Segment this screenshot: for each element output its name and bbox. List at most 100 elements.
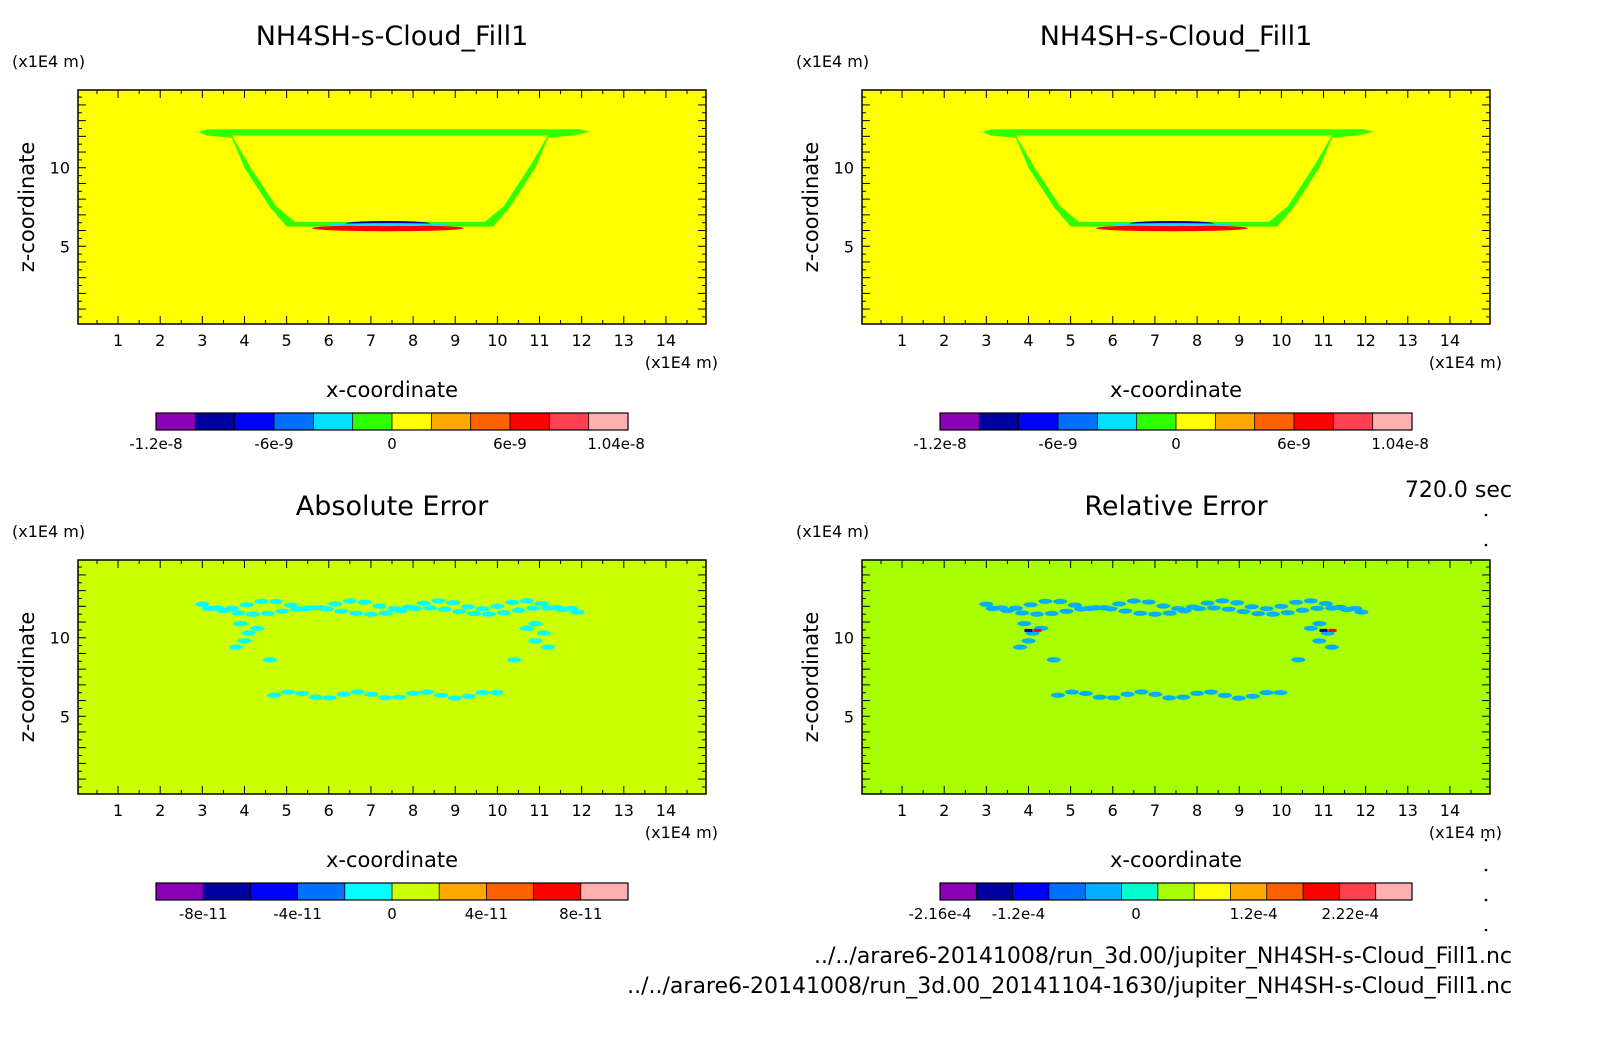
x-tick-label: 7 bbox=[366, 331, 376, 350]
x-tick-label: 6 bbox=[1108, 331, 1118, 350]
error-blob bbox=[1118, 608, 1133, 614]
x-tick-label: 4 bbox=[239, 801, 249, 820]
error-blob bbox=[334, 608, 349, 614]
error-blob bbox=[1303, 598, 1318, 604]
error-blob bbox=[233, 621, 248, 627]
colorbar-swatch bbox=[297, 883, 346, 900]
margin-dot bbox=[1484, 838, 1488, 842]
colorbar-swatch bbox=[313, 413, 354, 430]
error-blob bbox=[1147, 611, 1162, 617]
error-blob bbox=[1023, 602, 1038, 608]
panel-title: Absolute Error bbox=[296, 491, 489, 522]
error-blob bbox=[1289, 599, 1304, 605]
error-blob bbox=[489, 689, 504, 696]
z-unit-label: (x1E4 m) bbox=[796, 522, 869, 541]
colorbar-label: -1.2e-4 bbox=[992, 905, 1045, 923]
x-tick-label: 2 bbox=[939, 331, 949, 350]
error-blob bbox=[393, 608, 408, 614]
x-tick-label: 4 bbox=[1023, 801, 1033, 820]
error-blob bbox=[322, 695, 337, 701]
colorbar-swatch bbox=[234, 413, 275, 430]
x-tick-label: 9 bbox=[1234, 801, 1244, 820]
error-blob bbox=[1008, 605, 1023, 611]
z-unit-label: (x1E4 m) bbox=[12, 522, 85, 541]
margin-dot bbox=[1484, 898, 1488, 902]
error-blob bbox=[266, 692, 281, 698]
error-blob bbox=[1251, 611, 1266, 617]
panel-title: Relative Error bbox=[1084, 491, 1268, 522]
colorbar-swatch bbox=[439, 883, 487, 900]
colorbar-swatch bbox=[156, 883, 204, 900]
colorbar-label: 4e-11 bbox=[465, 905, 508, 923]
error-blob bbox=[1044, 610, 1059, 617]
error-blob bbox=[1162, 610, 1177, 616]
colorbar-swatch bbox=[1303, 883, 1340, 900]
error-blob bbox=[528, 621, 543, 627]
error-blob bbox=[979, 601, 994, 607]
field-features bbox=[982, 129, 1375, 232]
x-unit-label: (x1E4 m) bbox=[645, 823, 718, 842]
y-axis-label: z-coordinate bbox=[799, 612, 823, 743]
margin-dot bbox=[1484, 868, 1488, 872]
colorbar-swatch bbox=[1339, 883, 1377, 900]
error-blob bbox=[1046, 657, 1061, 663]
error-blob bbox=[195, 601, 210, 607]
error-blob bbox=[1324, 644, 1339, 650]
x-axis-label: x-coordinate bbox=[326, 848, 458, 872]
error-blob bbox=[1177, 608, 1192, 614]
error-blob bbox=[336, 691, 351, 697]
error-blob bbox=[283, 602, 298, 608]
error-blob bbox=[1156, 603, 1171, 609]
x-tick-label: 8 bbox=[1192, 331, 1202, 350]
error-blob bbox=[475, 689, 490, 696]
x-tick-label: 2 bbox=[155, 801, 165, 820]
x-tick-label: 6 bbox=[1108, 801, 1118, 820]
x-tick-label: 8 bbox=[1192, 801, 1202, 820]
error-blob bbox=[536, 630, 551, 636]
colorbar-swatch bbox=[1097, 413, 1138, 430]
colorbar-label: 8e-11 bbox=[559, 905, 602, 923]
colorbar-swatch bbox=[1375, 883, 1413, 900]
error-blob bbox=[1217, 692, 1232, 698]
y-axis-label: z-coordinate bbox=[799, 142, 823, 273]
y-tick-label: 5 bbox=[60, 237, 70, 256]
colorbar-swatch bbox=[549, 413, 590, 430]
error-blob bbox=[1024, 628, 1033, 632]
error-blob bbox=[1134, 689, 1149, 695]
error-blob bbox=[280, 689, 295, 695]
error-blob bbox=[260, 610, 275, 617]
error-blob bbox=[1141, 599, 1156, 605]
error-blob bbox=[1319, 628, 1328, 632]
panel-3 bbox=[77, 559, 707, 901]
field-features bbox=[195, 598, 585, 701]
colorbar-swatch bbox=[1215, 413, 1256, 430]
colorbar-swatch bbox=[1230, 883, 1268, 900]
error-blob bbox=[1259, 606, 1274, 612]
error-blob bbox=[1176, 694, 1191, 700]
colorbar-swatch bbox=[392, 413, 432, 430]
error-blob bbox=[294, 690, 309, 697]
x-axis-label: x-coordinate bbox=[1110, 378, 1242, 402]
error-blob bbox=[1190, 690, 1205, 696]
x-tick-label: 13 bbox=[1398, 331, 1418, 350]
x-tick-label: 1 bbox=[897, 801, 907, 820]
colorbar-label: 6e-9 bbox=[1277, 435, 1311, 453]
positive-anomaly bbox=[311, 225, 464, 232]
error-blob bbox=[447, 695, 462, 701]
error-blob bbox=[496, 610, 511, 616]
error-blob bbox=[437, 606, 452, 612]
file-path-1: ../../arare6-20141008/run_3d.00/jupiter_… bbox=[814, 944, 1512, 969]
colorbar-swatch bbox=[1157, 883, 1195, 900]
error-blob bbox=[1203, 689, 1218, 695]
error-blob bbox=[363, 611, 378, 617]
colorbar-swatch bbox=[979, 413, 1020, 430]
error-blob bbox=[269, 598, 284, 605]
error-blob bbox=[241, 630, 256, 636]
colorbar-swatch bbox=[195, 413, 236, 430]
error-blob bbox=[1215, 598, 1230, 604]
error-blob bbox=[406, 690, 421, 696]
colorbar-swatch bbox=[486, 883, 535, 900]
error-blob bbox=[254, 598, 269, 604]
error-blob bbox=[1274, 603, 1289, 609]
x-tick-label: 9 bbox=[450, 801, 460, 820]
